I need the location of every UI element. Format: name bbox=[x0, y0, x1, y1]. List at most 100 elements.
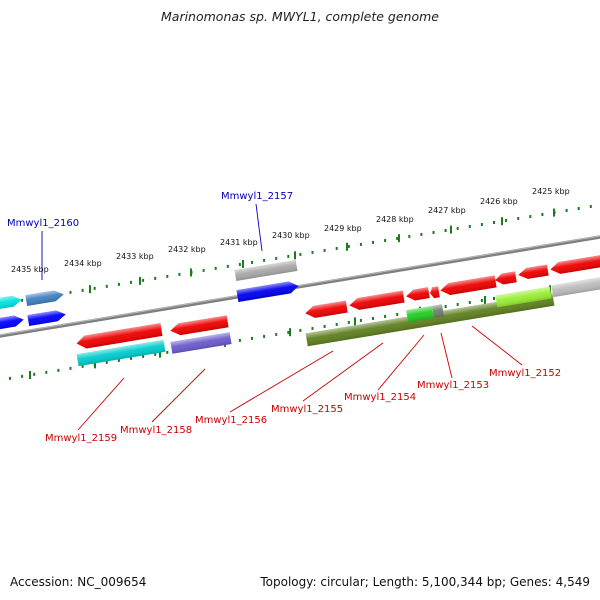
outer-minor-tick bbox=[214, 266, 217, 270]
feature-red-2159[interactable] bbox=[76, 323, 163, 350]
outer-minor-tick bbox=[480, 222, 483, 226]
outer-minor-tick bbox=[335, 246, 338, 250]
inner-major-tick bbox=[159, 349, 161, 358]
outer-major-tick bbox=[450, 225, 452, 234]
inner-major-tick bbox=[354, 317, 356, 326]
gene-label[interactable]: Mmwyl1_2160 bbox=[7, 218, 79, 229]
outer-major-tick bbox=[346, 242, 348, 251]
inner-minor-tick bbox=[335, 322, 338, 326]
gene-labels: Mmwyl1_2160Mmwyl1_2157Mmwyl1_2159Mmwyl1_… bbox=[7, 191, 561, 444]
outer-minor-tick bbox=[323, 248, 326, 252]
inner-minor-tick bbox=[323, 324, 326, 328]
leader-line-Mmwyl1_2155 bbox=[302, 342, 384, 402]
backbone-highlight bbox=[0, 235, 600, 336]
kbp-label: 2434 kbp bbox=[64, 259, 102, 268]
gene-label[interactable]: Mmwyl1_2155 bbox=[271, 404, 343, 415]
outer-minor-tick bbox=[444, 228, 447, 232]
kbp-label: 2430 kbp bbox=[272, 231, 310, 240]
inner-major-tick bbox=[289, 328, 291, 337]
outer-minor-tick bbox=[226, 264, 229, 268]
gene-label[interactable]: Mmwyl1_2154 bbox=[344, 392, 416, 403]
leader-line-Mmwyl1_2156 bbox=[229, 350, 334, 413]
outer-minor-tick bbox=[468, 224, 471, 228]
gene-label[interactable]: Mmwyl1_2159 bbox=[45, 433, 117, 444]
feature-gray-seg[interactable] bbox=[432, 304, 444, 318]
kbp-label: 2431 kbp bbox=[220, 238, 258, 247]
inner-minor-tick bbox=[456, 302, 459, 306]
leader-line-Mmwyl1_2157 bbox=[255, 203, 263, 252]
genome-backbone bbox=[0, 235, 600, 338]
topology-summary-text: Topology: circular; Length: 5,100,344 bp… bbox=[260, 575, 590, 589]
outer-minor-tick bbox=[493, 220, 495, 224]
outer-minor-tick bbox=[81, 288, 84, 292]
outer-major-tick bbox=[553, 208, 555, 217]
inner-minor-tick bbox=[287, 330, 290, 334]
outer-minor-tick bbox=[117, 282, 120, 286]
leader-line-Mmwyl1_2158 bbox=[151, 368, 206, 423]
outer-minor-tick bbox=[517, 216, 520, 220]
outer-minor-tick bbox=[541, 213, 544, 217]
feature-red-2154[interactable] bbox=[405, 287, 430, 302]
outer-minor-tick bbox=[154, 276, 157, 280]
feature-red-2152b[interactable] bbox=[517, 264, 549, 281]
leader-line-Mmwyl1_2153 bbox=[440, 332, 453, 379]
feature-olive-band[interactable] bbox=[305, 292, 555, 347]
gene-label[interactable]: Mmwyl1_2152 bbox=[489, 368, 561, 379]
outer-minor-tick bbox=[420, 232, 423, 236]
kbp-label: 2435 kbp bbox=[11, 265, 49, 274]
leader-line-Mmwyl1_2152 bbox=[471, 325, 523, 366]
feature-blue-outer[interactable] bbox=[25, 289, 64, 307]
feature-red-2153[interactable] bbox=[439, 275, 497, 297]
outer-minor-tick bbox=[166, 274, 169, 278]
inner-minor-tick bbox=[238, 338, 241, 342]
feature-cyan-2159[interactable] bbox=[76, 339, 166, 367]
inner-minor-tick bbox=[396, 312, 399, 316]
inner-minor-tick bbox=[130, 356, 132, 360]
feature-lime-seg[interactable] bbox=[495, 286, 552, 308]
outer-minor-tick bbox=[21, 298, 24, 302]
inner-major-tick bbox=[484, 295, 486, 304]
feature-silver-seg[interactable] bbox=[551, 276, 600, 298]
inner-minor-tick bbox=[311, 326, 314, 330]
feature-red-2155[interactable] bbox=[348, 290, 405, 312]
feature-cyan-outer[interactable] bbox=[0, 294, 23, 311]
outer-minor-tick bbox=[347, 244, 350, 248]
outer-minor-tick bbox=[408, 234, 411, 238]
gene-label[interactable]: Mmwyl1_2153 bbox=[417, 380, 489, 391]
outer-minor-tick bbox=[311, 250, 314, 254]
map-title: Marinomonas sp. MWYL1, complete genome bbox=[161, 9, 439, 24]
outer-minor-tick bbox=[275, 256, 278, 260]
outer-minor-tick bbox=[396, 236, 399, 240]
inner-minor-tick bbox=[275, 332, 278, 336]
outer-minor-tick bbox=[105, 284, 108, 288]
feature-red-2158[interactable] bbox=[169, 315, 229, 336]
feature-blue-inner[interactable] bbox=[0, 314, 25, 331]
feature-red-2156[interactable] bbox=[304, 300, 348, 320]
inner-major-tick bbox=[29, 371, 31, 380]
feature-red-2152c[interactable] bbox=[549, 254, 600, 276]
kbp-label: 2433 kbp bbox=[116, 252, 154, 261]
feature-purple-2158[interactable] bbox=[170, 332, 232, 354]
feature-blue-inner-2[interactable] bbox=[27, 309, 66, 327]
outer-minor-tick bbox=[93, 286, 96, 290]
feature-green-seg[interactable] bbox=[406, 305, 434, 323]
kbp-label: 2432 kbp bbox=[168, 245, 206, 254]
gene-label[interactable]: Mmwyl1_2157 bbox=[221, 191, 293, 202]
feature-blue-2157[interactable] bbox=[236, 280, 299, 302]
feature-red-2152a[interactable] bbox=[494, 271, 517, 285]
inner-minor-tick bbox=[117, 358, 120, 362]
inner-minor-tick bbox=[480, 298, 483, 302]
outer-minor-tick bbox=[202, 268, 205, 272]
leader-line-Mmwyl1_2154 bbox=[377, 334, 425, 391]
outer-minor-tick bbox=[178, 272, 181, 276]
feature-gray-2157[interactable] bbox=[234, 260, 298, 281]
outer-minor-tick bbox=[577, 207, 580, 211]
inner-minor-tick bbox=[69, 366, 72, 370]
inner-minor-tick bbox=[142, 354, 145, 358]
outer-major-tick bbox=[501, 217, 503, 226]
feature-red-2154b[interactable] bbox=[429, 286, 440, 299]
inner-minor-tick bbox=[347, 320, 350, 324]
gene-label[interactable]: Mmwyl1_2158 bbox=[120, 425, 192, 436]
gene-label[interactable]: Mmwyl1_2156 bbox=[195, 415, 267, 426]
